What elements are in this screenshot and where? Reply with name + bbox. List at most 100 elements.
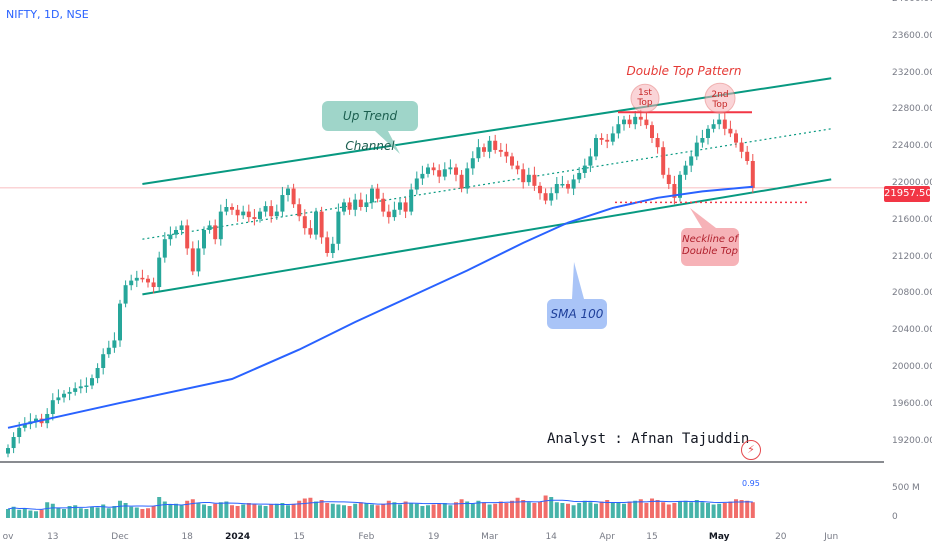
candle[interactable] xyxy=(610,126,615,146)
candle[interactable] xyxy=(526,167,531,186)
candle[interactable] xyxy=(235,204,240,222)
candle[interactable] xyxy=(118,299,122,347)
candle[interactable] xyxy=(666,167,671,190)
channel-mid-line[interactable] xyxy=(142,128,832,240)
candle[interactable] xyxy=(157,251,162,291)
candle[interactable] xyxy=(213,219,218,245)
candle[interactable] xyxy=(258,207,262,223)
candle[interactable] xyxy=(314,207,318,240)
candle[interactable] xyxy=(84,377,89,393)
candle[interactable] xyxy=(246,204,251,223)
candle[interactable] xyxy=(605,133,610,149)
candle[interactable] xyxy=(476,139,481,162)
candle[interactable] xyxy=(504,143,509,163)
candle[interactable] xyxy=(381,192,386,217)
candle[interactable] xyxy=(521,163,526,189)
candle[interactable] xyxy=(426,163,430,178)
candle[interactable] xyxy=(106,340,111,358)
candle[interactable] xyxy=(56,389,61,404)
candle[interactable] xyxy=(95,363,100,384)
candle[interactable] xyxy=(196,240,201,277)
candle[interactable] xyxy=(269,200,274,223)
candle[interactable] xyxy=(672,175,677,205)
candle[interactable] xyxy=(750,154,755,193)
candle[interactable] xyxy=(594,134,598,161)
candle[interactable] xyxy=(112,332,117,353)
candle[interactable] xyxy=(375,183,380,203)
candle[interactable] xyxy=(67,387,72,401)
candle[interactable] xyxy=(342,198,346,216)
candle[interactable] xyxy=(442,162,447,181)
candle[interactable] xyxy=(286,184,290,202)
candle[interactable] xyxy=(398,198,402,215)
candle[interactable] xyxy=(498,142,503,157)
candle[interactable] xyxy=(739,137,744,159)
candle[interactable] xyxy=(700,129,705,148)
candle[interactable] xyxy=(353,193,358,217)
candle[interactable] xyxy=(717,113,722,130)
candle[interactable] xyxy=(538,182,542,200)
candle[interactable] xyxy=(168,226,173,246)
candle[interactable] xyxy=(140,269,145,283)
candle[interactable] xyxy=(386,204,391,224)
candle[interactable] xyxy=(325,231,330,257)
candle[interactable] xyxy=(179,220,184,236)
candle[interactable] xyxy=(482,143,486,157)
candle[interactable] xyxy=(330,236,335,259)
candle[interactable] xyxy=(370,184,374,209)
candle[interactable] xyxy=(185,219,190,255)
candle[interactable] xyxy=(448,159,453,175)
candle[interactable] xyxy=(515,160,520,175)
candle[interactable] xyxy=(532,166,537,191)
candle[interactable] xyxy=(146,275,150,288)
candle[interactable] xyxy=(588,148,593,173)
candle[interactable] xyxy=(101,348,106,375)
candle[interactable] xyxy=(403,197,408,219)
candle[interactable] xyxy=(409,183,414,216)
candle[interactable] xyxy=(644,111,649,129)
candle[interactable] xyxy=(571,174,576,196)
candle[interactable] xyxy=(358,192,363,211)
candle[interactable] xyxy=(431,162,436,176)
candle[interactable] xyxy=(420,165,425,185)
candle[interactable] xyxy=(190,241,195,276)
candle[interactable] xyxy=(689,150,694,173)
candle[interactable] xyxy=(470,151,475,175)
candle[interactable] xyxy=(174,226,178,239)
candle[interactable] xyxy=(336,203,341,251)
candle[interactable] xyxy=(73,382,78,396)
candle[interactable] xyxy=(560,175,565,188)
candle[interactable] xyxy=(627,114,632,128)
candle[interactable] xyxy=(291,183,296,208)
candle[interactable] xyxy=(6,444,10,458)
candle[interactable] xyxy=(364,194,369,213)
candle[interactable] xyxy=(224,198,229,216)
candle[interactable] xyxy=(661,141,666,179)
candle[interactable] xyxy=(28,413,33,430)
candle[interactable] xyxy=(134,270,139,288)
candle[interactable] xyxy=(129,274,134,291)
candle[interactable] xyxy=(599,133,604,145)
candle[interactable] xyxy=(745,145,750,165)
candle[interactable] xyxy=(392,201,397,221)
candle[interactable] xyxy=(459,170,464,193)
candle[interactable] xyxy=(510,152,514,170)
candle[interactable] xyxy=(241,205,246,219)
candle[interactable] xyxy=(487,135,492,159)
candle[interactable] xyxy=(582,158,587,179)
candle[interactable] xyxy=(78,379,83,394)
lightning-icon[interactable]: ⚡ xyxy=(741,440,761,460)
candle[interactable] xyxy=(577,167,582,184)
candle[interactable] xyxy=(711,119,716,133)
candle[interactable] xyxy=(11,432,16,454)
candle[interactable] xyxy=(151,277,156,294)
candle[interactable] xyxy=(655,133,660,154)
candle[interactable] xyxy=(554,177,559,200)
candle[interactable] xyxy=(549,187,554,206)
candle[interactable] xyxy=(622,115,626,131)
candle[interactable] xyxy=(230,203,234,215)
candle[interactable] xyxy=(218,204,223,246)
candle[interactable] xyxy=(347,197,352,215)
candle[interactable] xyxy=(319,206,324,244)
